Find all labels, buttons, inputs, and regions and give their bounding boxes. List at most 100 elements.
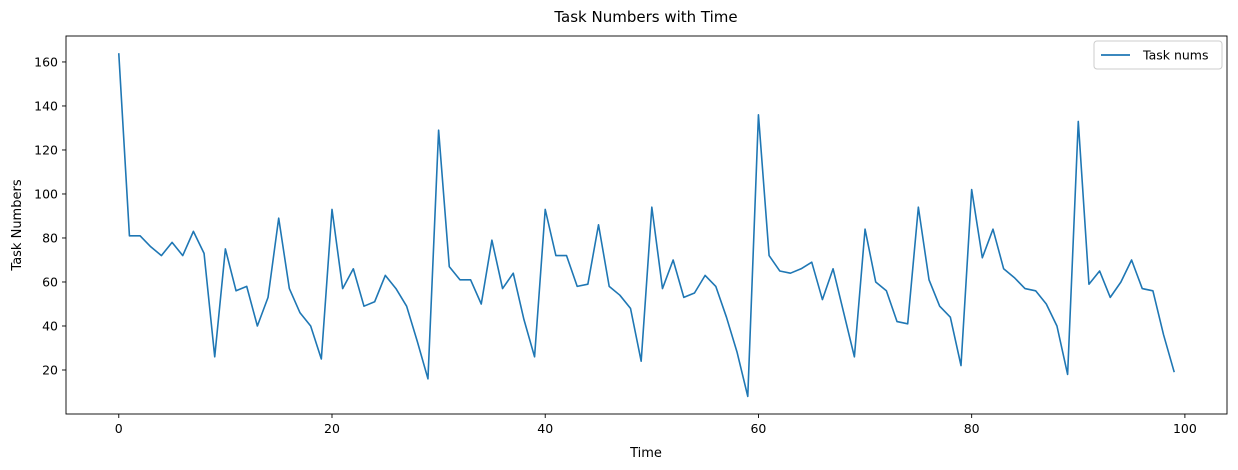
data-point bbox=[352, 267, 355, 270]
data-point bbox=[533, 355, 536, 358]
data-point bbox=[661, 287, 664, 290]
data-point bbox=[640, 360, 643, 363]
data-point bbox=[1023, 287, 1026, 290]
x-tick-label: 60 bbox=[750, 421, 766, 436]
data-point bbox=[938, 305, 941, 308]
data-point bbox=[1087, 283, 1090, 286]
x-axis-label: Time bbox=[629, 446, 662, 461]
data-point bbox=[1013, 276, 1016, 279]
data-point bbox=[746, 395, 749, 398]
data-point bbox=[1055, 324, 1058, 327]
data-point bbox=[991, 228, 994, 231]
y-axis-label: Task Numbers bbox=[10, 179, 25, 271]
data-point bbox=[650, 206, 653, 209]
data-point bbox=[160, 254, 163, 257]
data-point bbox=[181, 254, 184, 257]
data-point bbox=[810, 261, 813, 264]
data-point bbox=[267, 296, 270, 299]
data-point bbox=[949, 316, 952, 319]
y-tick-label: 140 bbox=[34, 98, 58, 113]
data-point bbox=[213, 355, 216, 358]
data-point bbox=[203, 252, 206, 255]
data-point bbox=[192, 230, 195, 233]
data-point bbox=[714, 285, 717, 288]
data-point bbox=[480, 302, 483, 305]
data-point bbox=[277, 217, 280, 220]
data-point bbox=[1173, 371, 1176, 374]
data-point bbox=[874, 280, 877, 283]
data-point bbox=[1034, 289, 1037, 292]
data-point bbox=[544, 208, 547, 211]
x-tick-label: 80 bbox=[964, 421, 980, 436]
data-point bbox=[1002, 267, 1005, 270]
data-point bbox=[970, 188, 973, 191]
data-point bbox=[853, 355, 856, 358]
data-point bbox=[1066, 373, 1069, 376]
y-tick-label: 100 bbox=[34, 186, 58, 201]
x-axis: 0 20 40 60 80 100 bbox=[115, 414, 1197, 436]
data-point bbox=[928, 278, 931, 281]
data-point bbox=[128, 234, 131, 237]
data-point bbox=[864, 228, 867, 231]
data-point bbox=[960, 364, 963, 367]
data-point bbox=[629, 307, 632, 310]
series-line-task-nums bbox=[117, 53, 1175, 398]
data-point bbox=[224, 247, 227, 250]
y-axis: 20 40 60 80 100 120 140 160 bbox=[34, 54, 66, 377]
data-point bbox=[618, 294, 621, 297]
chart-title: Task Numbers with Time bbox=[553, 8, 737, 26]
data-point bbox=[171, 241, 174, 244]
data-point bbox=[906, 322, 909, 325]
data-point bbox=[693, 291, 696, 294]
data-point bbox=[789, 272, 792, 275]
data-point bbox=[885, 289, 888, 292]
y-tick-label: 20 bbox=[42, 362, 58, 377]
data-point bbox=[800, 267, 803, 270]
data-point bbox=[1151, 289, 1154, 292]
data-point bbox=[117, 52, 120, 55]
data-point bbox=[426, 377, 429, 380]
x-tick-label: 20 bbox=[324, 421, 340, 436]
data-point bbox=[405, 305, 408, 308]
data-point bbox=[1130, 258, 1133, 261]
data-point bbox=[437, 129, 440, 132]
x-tick-label: 40 bbox=[537, 421, 553, 436]
data-point bbox=[384, 274, 387, 277]
data-point bbox=[672, 258, 675, 261]
data-point bbox=[554, 254, 557, 257]
data-point bbox=[490, 239, 493, 242]
data-point bbox=[597, 223, 600, 226]
data-point bbox=[139, 234, 142, 237]
data-point bbox=[768, 254, 771, 257]
data-point bbox=[320, 357, 323, 360]
data-point bbox=[1045, 302, 1048, 305]
data-point bbox=[256, 324, 259, 327]
data-point bbox=[309, 324, 312, 327]
x-tick-label: 100 bbox=[1173, 421, 1197, 436]
legend: Task nums bbox=[1093, 40, 1223, 70]
data-point bbox=[778, 269, 781, 272]
data-point bbox=[469, 278, 472, 281]
y-tick-label: 80 bbox=[42, 230, 58, 245]
data-point bbox=[373, 300, 376, 303]
data-point bbox=[341, 287, 344, 290]
plot-area-frame bbox=[65, 35, 1228, 415]
data-point bbox=[416, 340, 419, 343]
data-point bbox=[149, 245, 152, 248]
data-point bbox=[1077, 120, 1080, 123]
data-point bbox=[832, 267, 835, 270]
data-point bbox=[608, 285, 611, 288]
x-tick-label: 0 bbox=[115, 421, 123, 436]
data-point bbox=[565, 254, 568, 257]
data-point bbox=[245, 285, 248, 288]
data-point bbox=[512, 272, 515, 275]
data-point bbox=[235, 289, 238, 292]
y-tick-label: 40 bbox=[42, 318, 58, 333]
data-point bbox=[736, 351, 739, 354]
data-point bbox=[576, 285, 579, 288]
data-point bbox=[821, 298, 824, 301]
data-point bbox=[586, 283, 589, 286]
data-point bbox=[1162, 333, 1165, 336]
data-point bbox=[1141, 287, 1144, 290]
